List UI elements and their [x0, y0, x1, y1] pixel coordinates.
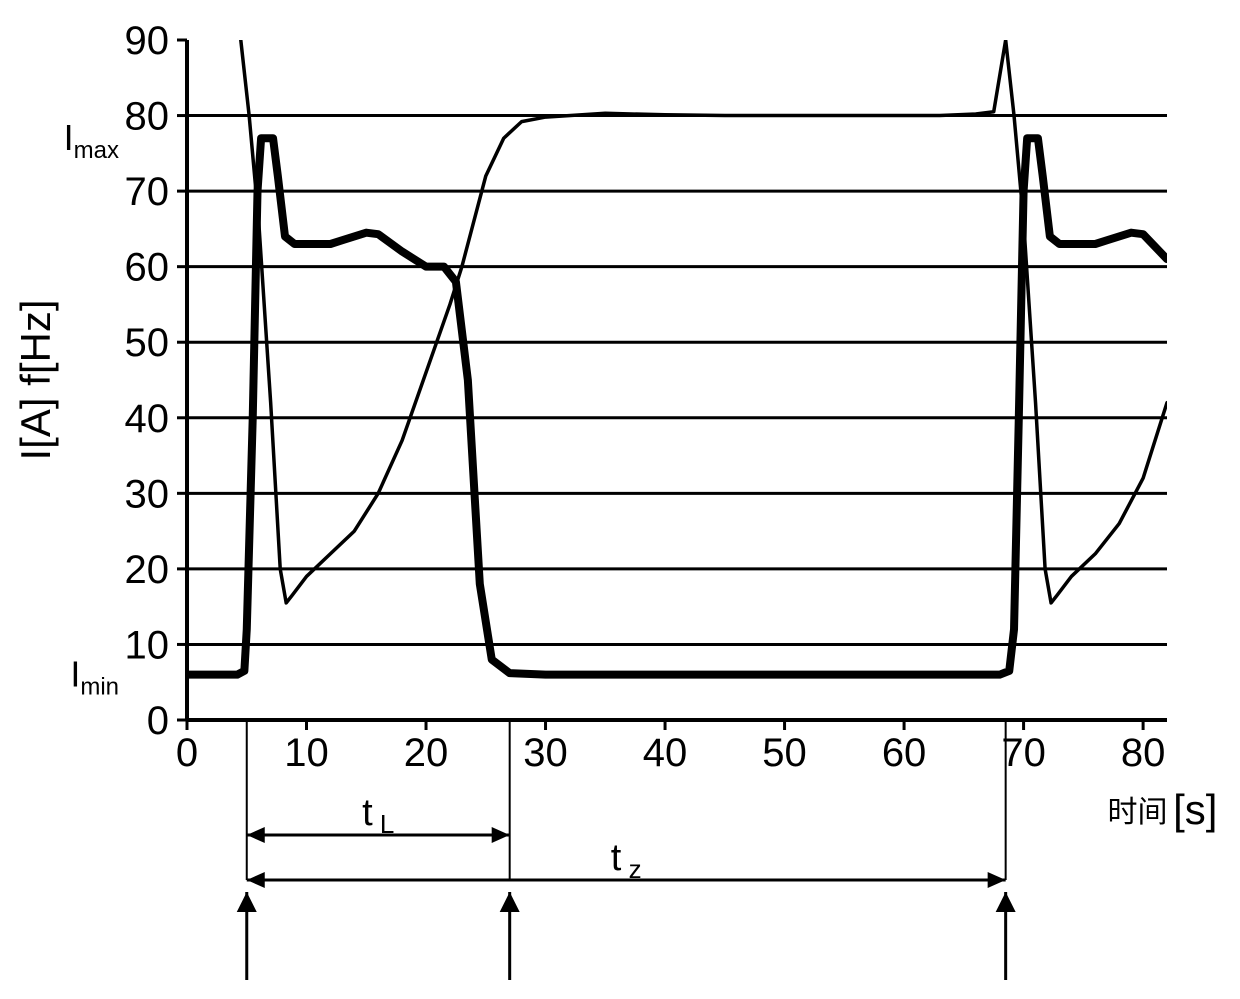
x-tick-label: 0 — [176, 731, 198, 775]
x-tick-label: 80 — [1121, 731, 1166, 775]
y-tick-label: 60 — [125, 246, 170, 290]
x-tick-label: 20 — [404, 731, 449, 775]
chart-container: 0 10 20 30 40 50 60 70 80 90 0 10 20 30 40 50 60 70 80 I[A]… — [0, 0, 1240, 999]
x-tick-label: 70 — [1001, 731, 1046, 775]
y-tick-label: 40 — [125, 397, 170, 441]
y-tick-label: 50 — [125, 321, 170, 365]
x-tick-label: 60 — [882, 731, 927, 775]
y-tick-label: 0 — [147, 699, 169, 743]
y-tick-label: 70 — [125, 170, 170, 214]
x-tick-label: 30 — [523, 731, 568, 775]
x-tick-label: 50 — [762, 731, 807, 775]
y-tick-label: 30 — [125, 472, 170, 516]
x-unit-label: [s] — [1173, 786, 1217, 833]
y-tick-label: 80 — [125, 95, 170, 139]
x-tick-label: 40 — [643, 731, 688, 775]
y-tick-label: 20 — [125, 548, 170, 592]
chart-svg: 0 10 20 30 40 50 60 70 80 90 0 10 20 30 40 50 60 70 80 I[A]… — [0, 0, 1240, 999]
y-axis-label: I[A] f[Hz] — [12, 299, 59, 460]
x-tick-label: 10 — [284, 731, 329, 775]
x-cn-label: 时间 — [1107, 796, 1167, 829]
y-tick-label: 90 — [125, 19, 170, 63]
y-tick-label: 10 — [125, 623, 170, 667]
